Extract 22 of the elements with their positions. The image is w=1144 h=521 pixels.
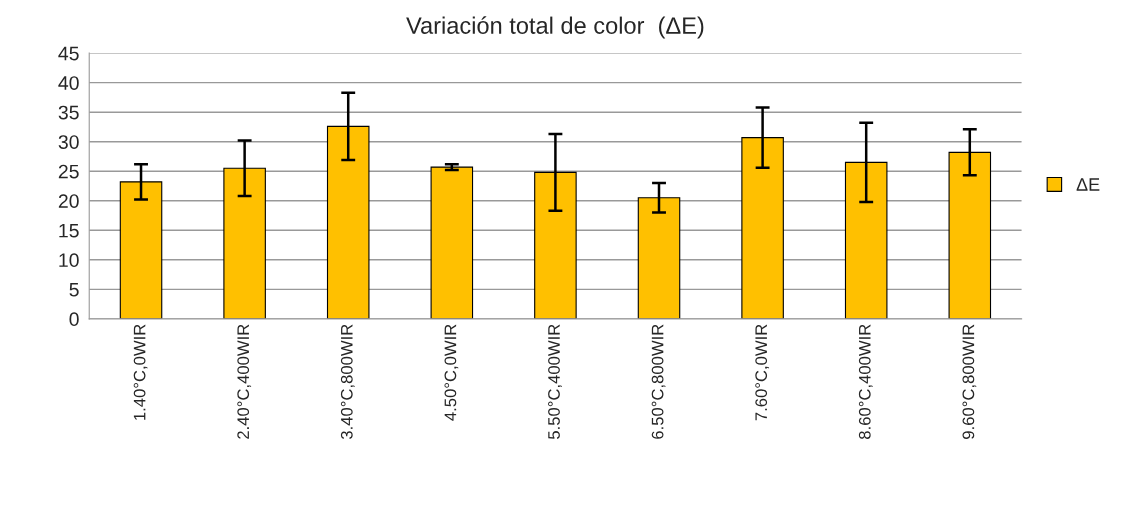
y-tick-label: 45	[58, 46, 79, 61]
x-tick-label: 4.50°C,0WIR	[444, 324, 459, 421]
y-tick-label: 5	[69, 283, 79, 297]
x-tick-label: 7.60°C,0WIR	[755, 324, 770, 421]
y-tick-label: 20	[58, 194, 79, 208]
y-tick-label: 15	[59, 223, 79, 238]
y-tick-label: 25	[58, 164, 79, 179]
y-tick-label: 40	[58, 76, 79, 90]
chart-title: Variación total de color (ΔE)	[406, 16, 704, 39]
x-tick-label: 1.40°C,0WIR	[133, 324, 148, 420]
y-tick-label: 30	[58, 135, 79, 149]
bar	[430, 166, 474, 319]
legend-label: ΔE	[1076, 178, 1100, 191]
y-tick-label: 35	[58, 105, 79, 120]
x-tick-label: 9.60°C,800WIR	[962, 324, 977, 439]
y-tick-label: 0	[69, 312, 79, 327]
x-tick-label: 5.50°C,400WIR	[548, 324, 562, 440]
x-tick-label: 8.60°C,400WIR	[858, 324, 873, 439]
x-tick-label: 2.40°C,400WIR	[237, 324, 252, 439]
x-tick-label: 3.40°C,800WIR	[340, 324, 355, 440]
y-tick-label: 10	[59, 253, 79, 268]
x-tick-label: 6.50°C,800WIR	[651, 324, 666, 439]
